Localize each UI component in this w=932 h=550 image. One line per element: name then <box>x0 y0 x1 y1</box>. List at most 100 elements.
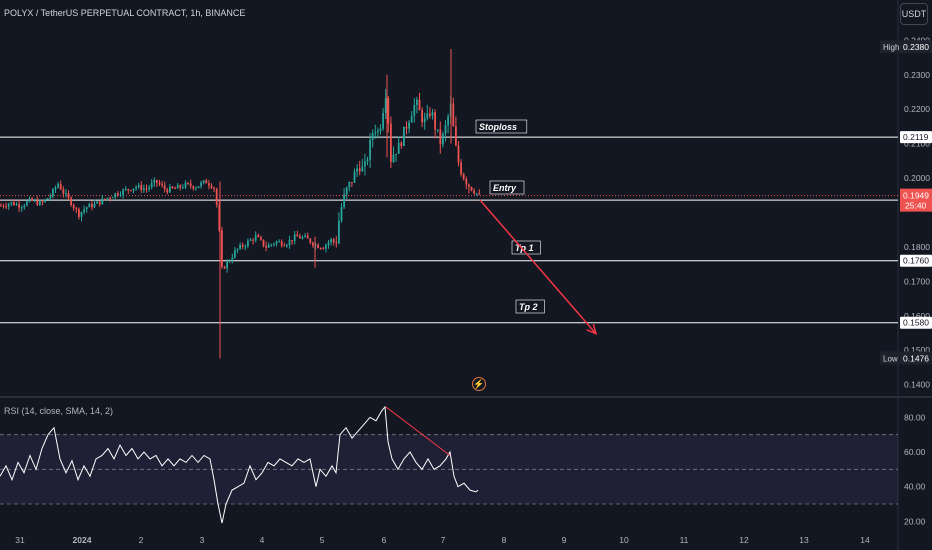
candle-body <box>247 240 249 246</box>
candle-body <box>195 188 197 190</box>
candle-body <box>429 113 431 116</box>
time-tick-label: 14 <box>860 535 870 545</box>
candle-body <box>304 235 306 238</box>
candle-body <box>356 168 358 172</box>
trade-levels: Stoploss Entry Tp 1 Tp 2 <box>0 119 898 324</box>
candle-body <box>213 187 215 189</box>
candle-body <box>400 142 403 146</box>
low-tag-caption-box <box>880 351 900 365</box>
price-tick-label: 0.2000 <box>904 173 930 183</box>
candle-body <box>257 235 260 238</box>
candle-body <box>57 183 59 188</box>
candle-body <box>65 193 67 195</box>
candle-body <box>171 186 174 189</box>
candle-body <box>252 239 254 241</box>
candle-body <box>5 206 7 208</box>
candle-body <box>33 200 36 202</box>
candle-body <box>109 197 111 199</box>
price-axis[interactable]: 0.24000.23000.22000.21000.20000.18000.17… <box>880 35 932 390</box>
level-tag-entry: Entry <box>493 183 517 193</box>
candle-body <box>114 193 117 198</box>
candle-body <box>319 248 322 250</box>
time-tick-label: 2 <box>139 535 144 545</box>
candle-body <box>371 133 374 140</box>
time-axis[interactable]: 31 2024 2 3 4 5 6 7 8 9 10 11 12 13 14 <box>15 535 870 545</box>
candle-body <box>31 198 33 201</box>
candle-body <box>85 207 88 210</box>
candle-body <box>111 197 114 199</box>
candle-body <box>335 242 338 244</box>
candle-body <box>150 183 153 188</box>
price-tick-label: 0.1600 <box>904 311 930 321</box>
candle-body <box>265 245 267 248</box>
lightning-icon[interactable]: ⚡ <box>472 377 486 391</box>
rsi-line <box>0 405 479 524</box>
candle-body <box>169 186 171 193</box>
candle-body <box>140 185 143 191</box>
candle-body <box>423 118 426 123</box>
candle-body <box>13 202 15 206</box>
candle-body <box>405 126 408 129</box>
candle-body <box>124 188 127 190</box>
trade-arrow <box>479 199 598 336</box>
high-tag-caption-box <box>880 40 900 54</box>
time-tick-label: 11 <box>680 535 689 545</box>
candle-body <box>70 197 72 206</box>
candle-body <box>62 189 65 194</box>
high-tag-value: 0.2380 <box>903 42 929 52</box>
candle-body <box>182 187 184 189</box>
candle-body <box>270 244 273 246</box>
candle-body <box>137 185 140 188</box>
time-tick-label: 9 <box>562 535 567 545</box>
candle-body <box>72 205 75 208</box>
candle-body <box>54 187 57 190</box>
candle-body <box>408 122 410 129</box>
candle-body <box>98 201 101 205</box>
candle-body <box>36 200 39 205</box>
candle-body <box>2 205 5 207</box>
candle-body <box>460 162 462 175</box>
candle-body <box>436 129 439 131</box>
candles <box>0 48 481 359</box>
candle-body <box>444 125 447 134</box>
candle-body <box>330 239 332 243</box>
level-price-box <box>900 131 932 144</box>
currency-button[interactable]: USDT <box>900 3 928 25</box>
candle-body <box>410 115 413 123</box>
level-price-label: 0.1580 <box>903 318 929 328</box>
time-tick-label: 10 <box>619 535 629 545</box>
rsi-pane: 80.00 60.00 40.00 20.00 <box>0 405 926 526</box>
candle-body <box>262 239 265 246</box>
candle-body <box>210 185 213 188</box>
candle-body <box>309 238 312 243</box>
price-tick-label: 0.1700 <box>904 276 930 286</box>
level-price-box <box>900 316 932 329</box>
candle-body <box>158 182 161 185</box>
candle-body <box>41 201 44 203</box>
candle-body <box>106 197 109 200</box>
candle-body <box>293 234 296 242</box>
candle-body <box>122 189 124 195</box>
candle-body <box>20 207 23 209</box>
time-tick-label: 31 <box>15 535 25 545</box>
candle-body <box>322 248 325 250</box>
chart-title: POLYX / TetherUS PERPETUAL CONTRACT, 1h,… <box>4 8 246 18</box>
high-tag: High 0.2380 <box>880 40 932 54</box>
candle-body <box>332 239 335 243</box>
candle-body <box>93 203 96 208</box>
candle-body <box>397 142 400 154</box>
candle-body <box>101 198 104 205</box>
high-tag-caption: High <box>883 43 899 52</box>
last-price-label: 0.1949 <box>903 191 929 201</box>
candle-body <box>374 132 377 134</box>
high-tag-value-box <box>900 40 932 54</box>
candle-body <box>317 244 319 249</box>
price-tick-label: 0.1500 <box>904 345 930 355</box>
candle-body <box>239 244 241 249</box>
candle-body <box>189 183 192 187</box>
candle-body <box>447 116 449 126</box>
candle-body <box>392 154 395 162</box>
candle-body <box>161 184 163 186</box>
candle-body <box>286 245 288 247</box>
